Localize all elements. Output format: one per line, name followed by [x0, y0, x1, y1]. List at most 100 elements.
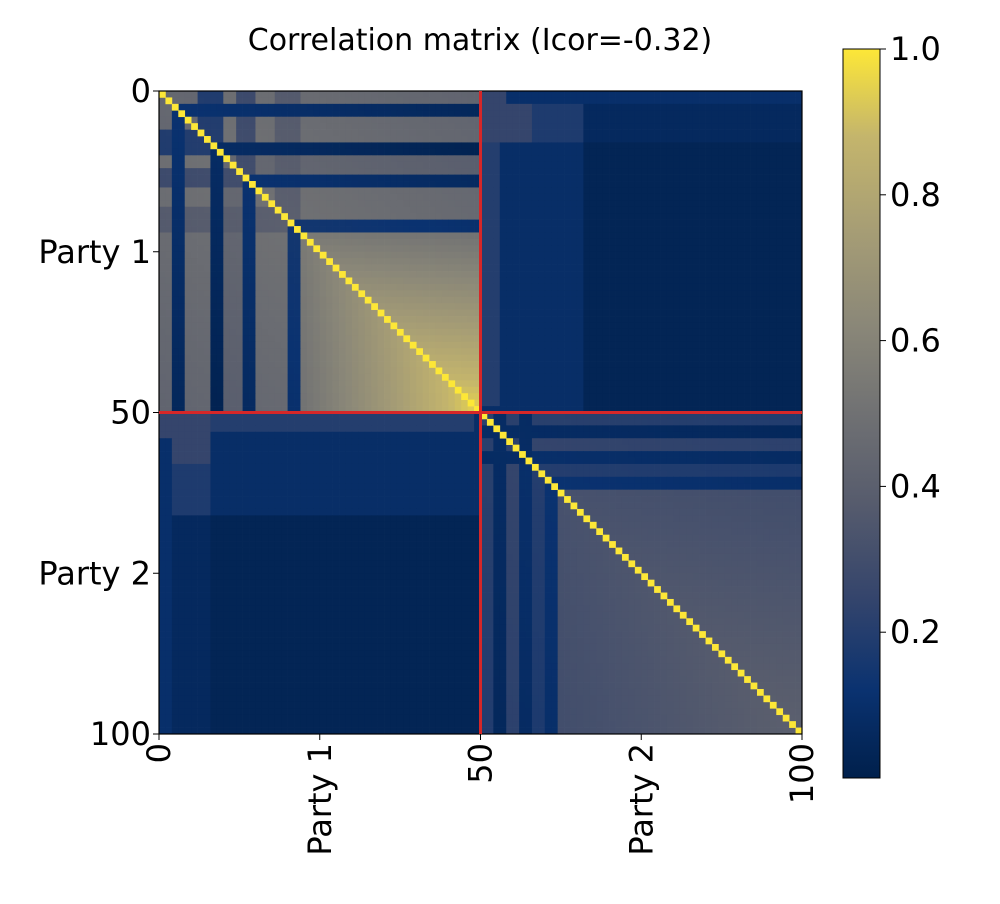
heatmap-cell — [351, 161, 359, 169]
heatmap-cell — [268, 161, 276, 169]
heatmap-cell — [210, 136, 218, 143]
heatmap-cell — [461, 303, 468, 310]
heatmap-cell — [229, 232, 237, 240]
heatmap-cell — [737, 174, 745, 182]
heatmap-cell — [165, 271, 173, 278]
heatmap-cell — [499, 136, 507, 143]
heatmap-cell — [480, 386, 488, 394]
heatmap-cell — [564, 123, 571, 130]
heatmap-cell — [776, 354, 784, 362]
heatmap-cell — [171, 168, 179, 175]
heatmap-cell — [274, 412, 282, 420]
heatmap-cell — [506, 91, 513, 98]
heatmap-cell — [686, 367, 694, 375]
heatmap-cell — [666, 348, 674, 355]
heatmap-cell — [287, 245, 295, 253]
heatmap-cell — [403, 277, 411, 285]
heatmap-cell — [409, 361, 417, 368]
heatmap-cell — [448, 168, 456, 175]
heatmap-cell — [776, 226, 784, 233]
heatmap-cell — [300, 213, 308, 220]
heatmap-cell — [615, 354, 623, 362]
heatmap-cell — [326, 200, 333, 208]
heatmap-cell — [165, 200, 173, 208]
heatmap-cell — [519, 110, 526, 118]
heatmap-cell — [345, 316, 353, 323]
heatmap-cell — [795, 322, 803, 330]
heatmap-cell — [216, 116, 224, 124]
heatmap-cell — [229, 219, 237, 227]
heatmap-cell — [724, 335, 732, 343]
heatmap-cell — [409, 187, 417, 195]
heatmap-cell — [589, 213, 597, 220]
heatmap-cell — [422, 110, 430, 118]
heatmap-cell — [204, 412, 211, 420]
heatmap-cell — [519, 226, 526, 233]
heatmap-cell — [615, 148, 623, 156]
heatmap-cell — [377, 200, 385, 208]
heatmap-cell — [242, 161, 250, 169]
heatmap-cell — [345, 97, 353, 105]
heatmap-cell — [236, 341, 243, 349]
heatmap-cell — [609, 328, 616, 336]
heatmap-cell — [480, 251, 488, 259]
heatmap-cell — [711, 251, 719, 259]
heatmap-cell — [377, 373, 385, 381]
heatmap-cell — [467, 91, 475, 98]
heatmap-cell — [249, 296, 256, 304]
heatmap-cell — [416, 406, 423, 413]
heatmap-cell — [326, 367, 333, 375]
heatmap-cell — [184, 328, 192, 336]
heatmap-cell — [454, 206, 462, 214]
heatmap-cell — [583, 322, 591, 330]
heatmap-cell — [345, 245, 353, 253]
heatmap-cell — [332, 155, 340, 163]
heatmap-cell — [609, 283, 616, 291]
heatmap-cell — [551, 335, 559, 343]
heatmap-cell — [641, 277, 649, 285]
heatmap-cell — [589, 264, 597, 272]
heatmap-cell — [776, 193, 784, 201]
heatmap-cell — [647, 290, 655, 298]
heatmap-cell — [512, 258, 520, 265]
heatmap-cell — [602, 367, 610, 375]
heatmap-cell — [544, 277, 552, 285]
heatmap-cell — [294, 399, 301, 407]
heatmap-cell — [210, 245, 218, 253]
heatmap-cell — [628, 271, 636, 278]
heatmap-cell — [467, 161, 475, 169]
heatmap-cell — [692, 264, 700, 272]
heatmap-cell — [454, 245, 462, 253]
heatmap-cell — [660, 181, 668, 188]
heatmap-cell — [448, 251, 456, 259]
heatmap-cell — [416, 373, 423, 381]
heatmap-cell — [756, 399, 764, 407]
heatmap-cell — [281, 290, 288, 298]
heatmap-cell — [756, 406, 764, 413]
heatmap-cell — [686, 91, 694, 98]
heatmap-cell — [641, 213, 649, 220]
heatmap-cell — [306, 328, 314, 336]
heatmap-cell — [795, 123, 803, 130]
heatmap-cell — [216, 161, 224, 169]
heatmap-cell — [261, 406, 269, 413]
heatmap-cell — [499, 348, 507, 355]
heatmap-cell — [229, 213, 237, 220]
heatmap-cell — [210, 406, 218, 413]
heatmap-cell — [236, 103, 243, 111]
heatmap-cell — [461, 316, 468, 323]
heatmap-cell — [197, 264, 205, 272]
heatmap-cell — [255, 97, 263, 105]
heatmap-cell — [300, 193, 308, 201]
heatmap-cell — [654, 303, 661, 310]
heatmap-cell — [345, 232, 353, 240]
heatmap-cell — [171, 341, 179, 349]
heatmap-cell — [306, 386, 314, 394]
heatmap-cell — [441, 264, 449, 272]
heatmap-cell — [756, 328, 764, 336]
heatmap-cell — [326, 245, 333, 253]
heatmap-cell — [461, 348, 468, 355]
heatmap-cell — [557, 373, 565, 381]
heatmap-cell — [467, 309, 475, 317]
heatmap-cell — [731, 142, 739, 150]
